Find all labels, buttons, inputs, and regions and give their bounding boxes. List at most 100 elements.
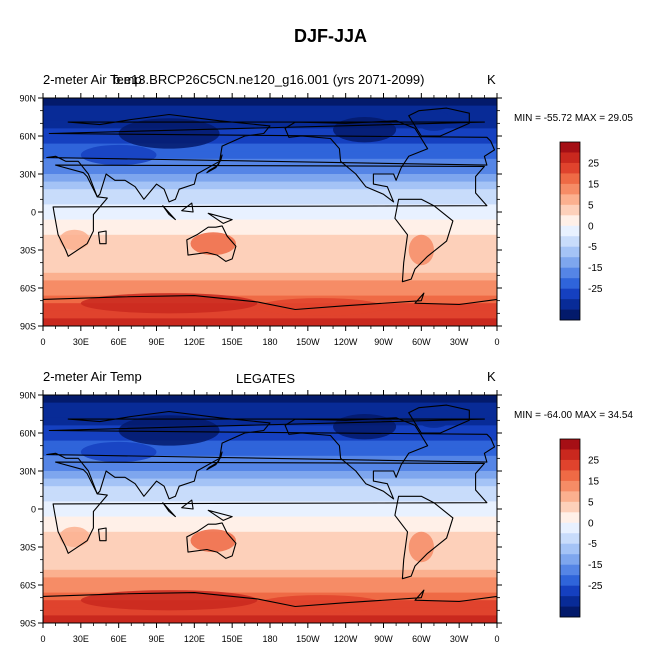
coastline [207,212,233,224]
coastline [97,527,107,542]
colorbar-swatch [560,564,580,576]
colorbar-label: -15 [588,560,603,571]
colorbar-swatch [560,543,580,555]
panel-left-label: 2-meter Air Temp [43,72,142,87]
map-chart: 90N 60N 30N 0 30S 60S 90S 0 30E 60E 90E 120E 150E 180… [19,390,603,644]
colorbar-swatch [560,449,580,461]
coastline [394,198,454,283]
lon-tick-label: 30E [73,337,89,347]
field-band [43,174,497,183]
coastline [408,107,470,137]
lat-tick-label: 30S [20,543,36,553]
field-band [43,417,497,426]
lon-tick-label: 30E [73,634,89,644]
colorbar-frame [559,141,581,321]
field-band [43,509,497,518]
coastline [162,502,176,518]
coastline [206,154,223,174]
lon-tick-label: 60W [412,634,431,644]
colorbar-swatch [560,596,580,607]
field-anomaly [80,441,157,463]
field-anomaly [80,590,258,611]
field-anomaly [190,529,236,553]
field-band [43,524,497,533]
lon-tick-label: 0 [494,634,499,644]
colorbar-swatch [560,606,580,618]
colorbar-label: 5 [588,200,594,211]
field-band [43,105,497,114]
field-anomaly [59,526,90,547]
coastline [408,404,470,434]
field-band [43,554,497,563]
colorbar-swatch [560,183,580,195]
colorbar-label: 5 [588,497,594,508]
field-band [43,120,497,129]
field-band [43,143,497,152]
field-band [43,196,497,205]
field-band [43,212,497,221]
lon-tick-label: 30W [450,337,469,347]
coastline [186,522,237,559]
coastline [284,417,429,500]
field-anomaly [118,415,220,446]
colorbar-swatch [560,173,580,185]
field-anomaly [80,144,157,166]
field-band [43,280,497,289]
field-band [43,227,497,236]
map-chart: 90N 60N 30N 0 30S 60S 90S 0 30E 60E 90E 120E 150E 180… [19,93,603,347]
colorbar-label: -5 [588,539,597,550]
lat-tick-label: 60S [20,581,36,591]
field-band [43,265,497,274]
field-anomaly [118,118,220,149]
colorbar-swatch [560,204,580,216]
coastline [207,509,233,521]
colorbar-label: 15 [588,179,600,190]
colorbar-label: 25 [588,158,600,169]
panel-units-label: K [487,72,496,87]
coastline [43,292,497,326]
lon-tick-label: 60E [111,337,127,347]
field-band [43,166,497,175]
colorbar-swatch [560,142,580,153]
colorbar-swatch [560,267,580,279]
field-band [43,242,497,251]
field-band [43,501,497,510]
field-band [43,402,497,411]
field-band [43,136,497,145]
field-band [43,151,497,160]
panel-center-label: b.e13.BRCP26C5CN.ne120_g16.001 (yrs 2071… [113,72,425,87]
field-band [43,547,497,556]
lon-tick-label: 0 [40,634,45,644]
coastline [46,113,496,203]
lat-tick-label: 0 [31,208,36,218]
field-band [43,128,497,137]
colorbar-swatch [560,152,580,164]
field-band [43,310,497,319]
coastline [43,589,497,623]
field-band [43,318,497,326]
field-anomaly [408,531,434,563]
field-band [43,455,497,464]
colorbar-swatch [560,215,580,227]
colorbar-swatch [560,585,580,597]
coastline [52,164,488,257]
colorbar-frame [559,438,581,618]
lon-tick-label: 120E [184,634,205,644]
field-band [43,219,497,228]
lat-tick-label: 90N [19,94,36,104]
field-band [43,539,497,548]
field-band [43,395,497,404]
coastline [52,461,488,554]
lat-tick-label: 0 [31,505,36,515]
lon-tick-label: 120W [334,337,358,347]
lon-tick-label: 150E [222,337,243,347]
lat-tick-label: 30S [20,246,36,256]
colorbar-swatch [560,162,580,174]
panel-observed: 2-meter Air Temp LEGATES K MIN = -64.00 … [0,367,661,667]
colorbar-label: -25 [588,581,603,592]
field-band [43,272,497,281]
panel-left-label: 2-meter Air Temp [43,369,142,384]
field-band [43,433,497,442]
colorbar-label: 15 [588,476,600,487]
field-band [43,531,497,540]
